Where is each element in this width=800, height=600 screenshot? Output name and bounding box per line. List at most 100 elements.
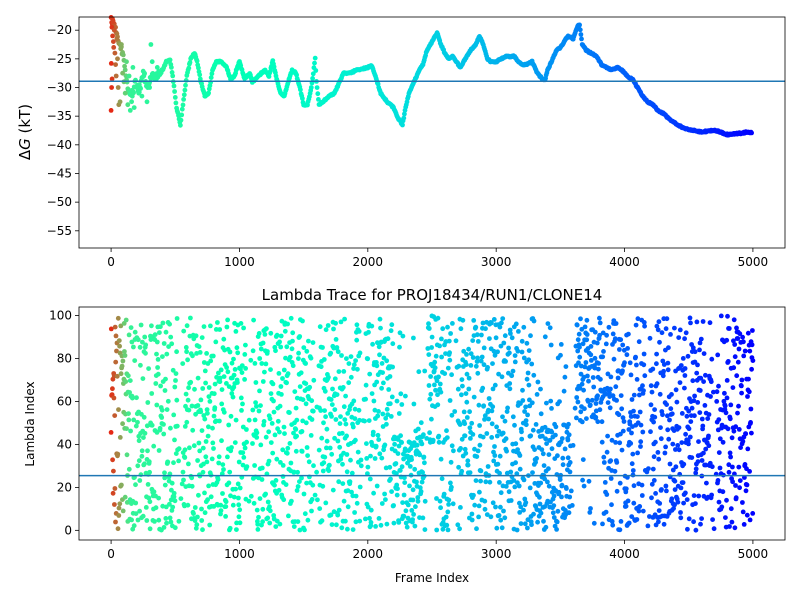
lambda-point	[345, 504, 351, 510]
lambda-point	[388, 328, 394, 334]
lambda-point	[695, 459, 701, 464]
delta-g-point	[312, 60, 317, 66]
lambda-point	[479, 332, 484, 338]
lambda-point	[649, 495, 654, 501]
lambda-point	[318, 408, 324, 413]
lambda-point	[648, 383, 654, 389]
lambda-point	[227, 525, 233, 531]
lambda-x-tick-label: 5000	[738, 547, 769, 561]
lambda-point	[412, 523, 418, 529]
lambda-point	[706, 433, 711, 439]
lambda-point	[492, 382, 498, 388]
lambda-point	[572, 405, 578, 411]
lambda-point	[229, 360, 235, 366]
lambda-point	[502, 418, 508, 424]
lambda-point	[597, 332, 602, 338]
lambda-point	[650, 466, 656, 472]
lambda-point	[195, 375, 201, 381]
lambda-point	[657, 339, 662, 345]
lambda-point	[387, 401, 393, 407]
lambda-point	[250, 407, 256, 413]
lambda-point	[199, 428, 205, 433]
lambda-point	[162, 482, 168, 488]
lambda-point	[601, 349, 606, 354]
lambda-point	[437, 498, 443, 504]
lambda-point	[388, 476, 393, 482]
delta-g-point	[111, 27, 117, 33]
lambda-point	[596, 361, 601, 366]
lambda-point	[340, 385, 346, 390]
lambda-point	[136, 458, 142, 464]
lambda-point	[649, 389, 655, 395]
lambda-point	[169, 341, 175, 347]
lambda-point	[426, 321, 431, 327]
lambda-point	[693, 527, 699, 533]
lambda-point	[614, 488, 620, 494]
lambda-point	[692, 349, 698, 355]
lambda-point	[626, 331, 631, 337]
lambda-point	[600, 330, 606, 336]
lambda-point	[180, 469, 186, 475]
lambda-point	[427, 396, 433, 402]
lambda-point	[498, 517, 504, 523]
lambda-point	[656, 519, 661, 525]
lambda-point	[727, 524, 732, 529]
lambda-point	[538, 411, 544, 417]
delta-g-point	[119, 42, 124, 47]
lambda-point	[372, 407, 378, 413]
lambda-point	[206, 394, 212, 399]
lambda-point	[286, 513, 291, 519]
lambda-point	[403, 520, 409, 526]
lambda-point	[338, 319, 344, 325]
lambda-point	[684, 497, 690, 502]
lambda-point	[333, 337, 339, 342]
lambda-point	[728, 454, 733, 460]
lambda-point	[368, 507, 374, 513]
lambda-point	[272, 432, 278, 438]
lambda-point	[320, 483, 326, 489]
lambda-point	[215, 477, 221, 482]
lambda-point	[577, 354, 583, 360]
lambda-point	[181, 477, 186, 483]
lambda-point	[166, 344, 172, 349]
lambda-point	[211, 446, 216, 451]
lambda-point	[547, 325, 553, 331]
lambda-point	[154, 402, 160, 408]
lambda-point	[582, 324, 588, 330]
delta-g-point	[129, 88, 135, 93]
lambda-point	[458, 326, 464, 332]
lambda-point	[641, 388, 646, 393]
lambda-point	[400, 333, 406, 339]
lambda-point	[151, 489, 157, 495]
lambda-point	[363, 516, 368, 522]
lambda-point	[293, 427, 299, 432]
lambda-point	[328, 512, 334, 518]
lambda-point	[528, 433, 534, 439]
lambda-point	[291, 524, 297, 529]
lambda-point	[521, 507, 526, 513]
lambda-point	[472, 446, 477, 452]
lambda-point	[382, 442, 388, 448]
lambda-point	[620, 428, 626, 434]
lambda-point	[389, 322, 395, 328]
lambda-point	[186, 461, 191, 467]
lambda-point	[165, 459, 171, 465]
lambda-point	[260, 340, 266, 346]
lambda-point	[474, 359, 480, 364]
lambda-point	[351, 366, 356, 371]
lambda-point	[151, 443, 157, 449]
lambda-point	[370, 429, 376, 435]
delta-g-y-tick-label: −45	[47, 166, 72, 180]
lambda-point	[353, 358, 358, 363]
lambda-point	[496, 513, 502, 518]
lambda-point	[231, 384, 237, 390]
lambda-point	[521, 477, 527, 483]
lambda-point	[501, 508, 506, 514]
lambda-point	[164, 520, 169, 526]
lambda-point	[228, 413, 234, 419]
lambda-point	[329, 522, 335, 527]
lambda-point	[724, 337, 730, 343]
lambda-point	[323, 500, 329, 506]
lambda-point	[530, 470, 535, 475]
lambda-point	[728, 402, 734, 408]
